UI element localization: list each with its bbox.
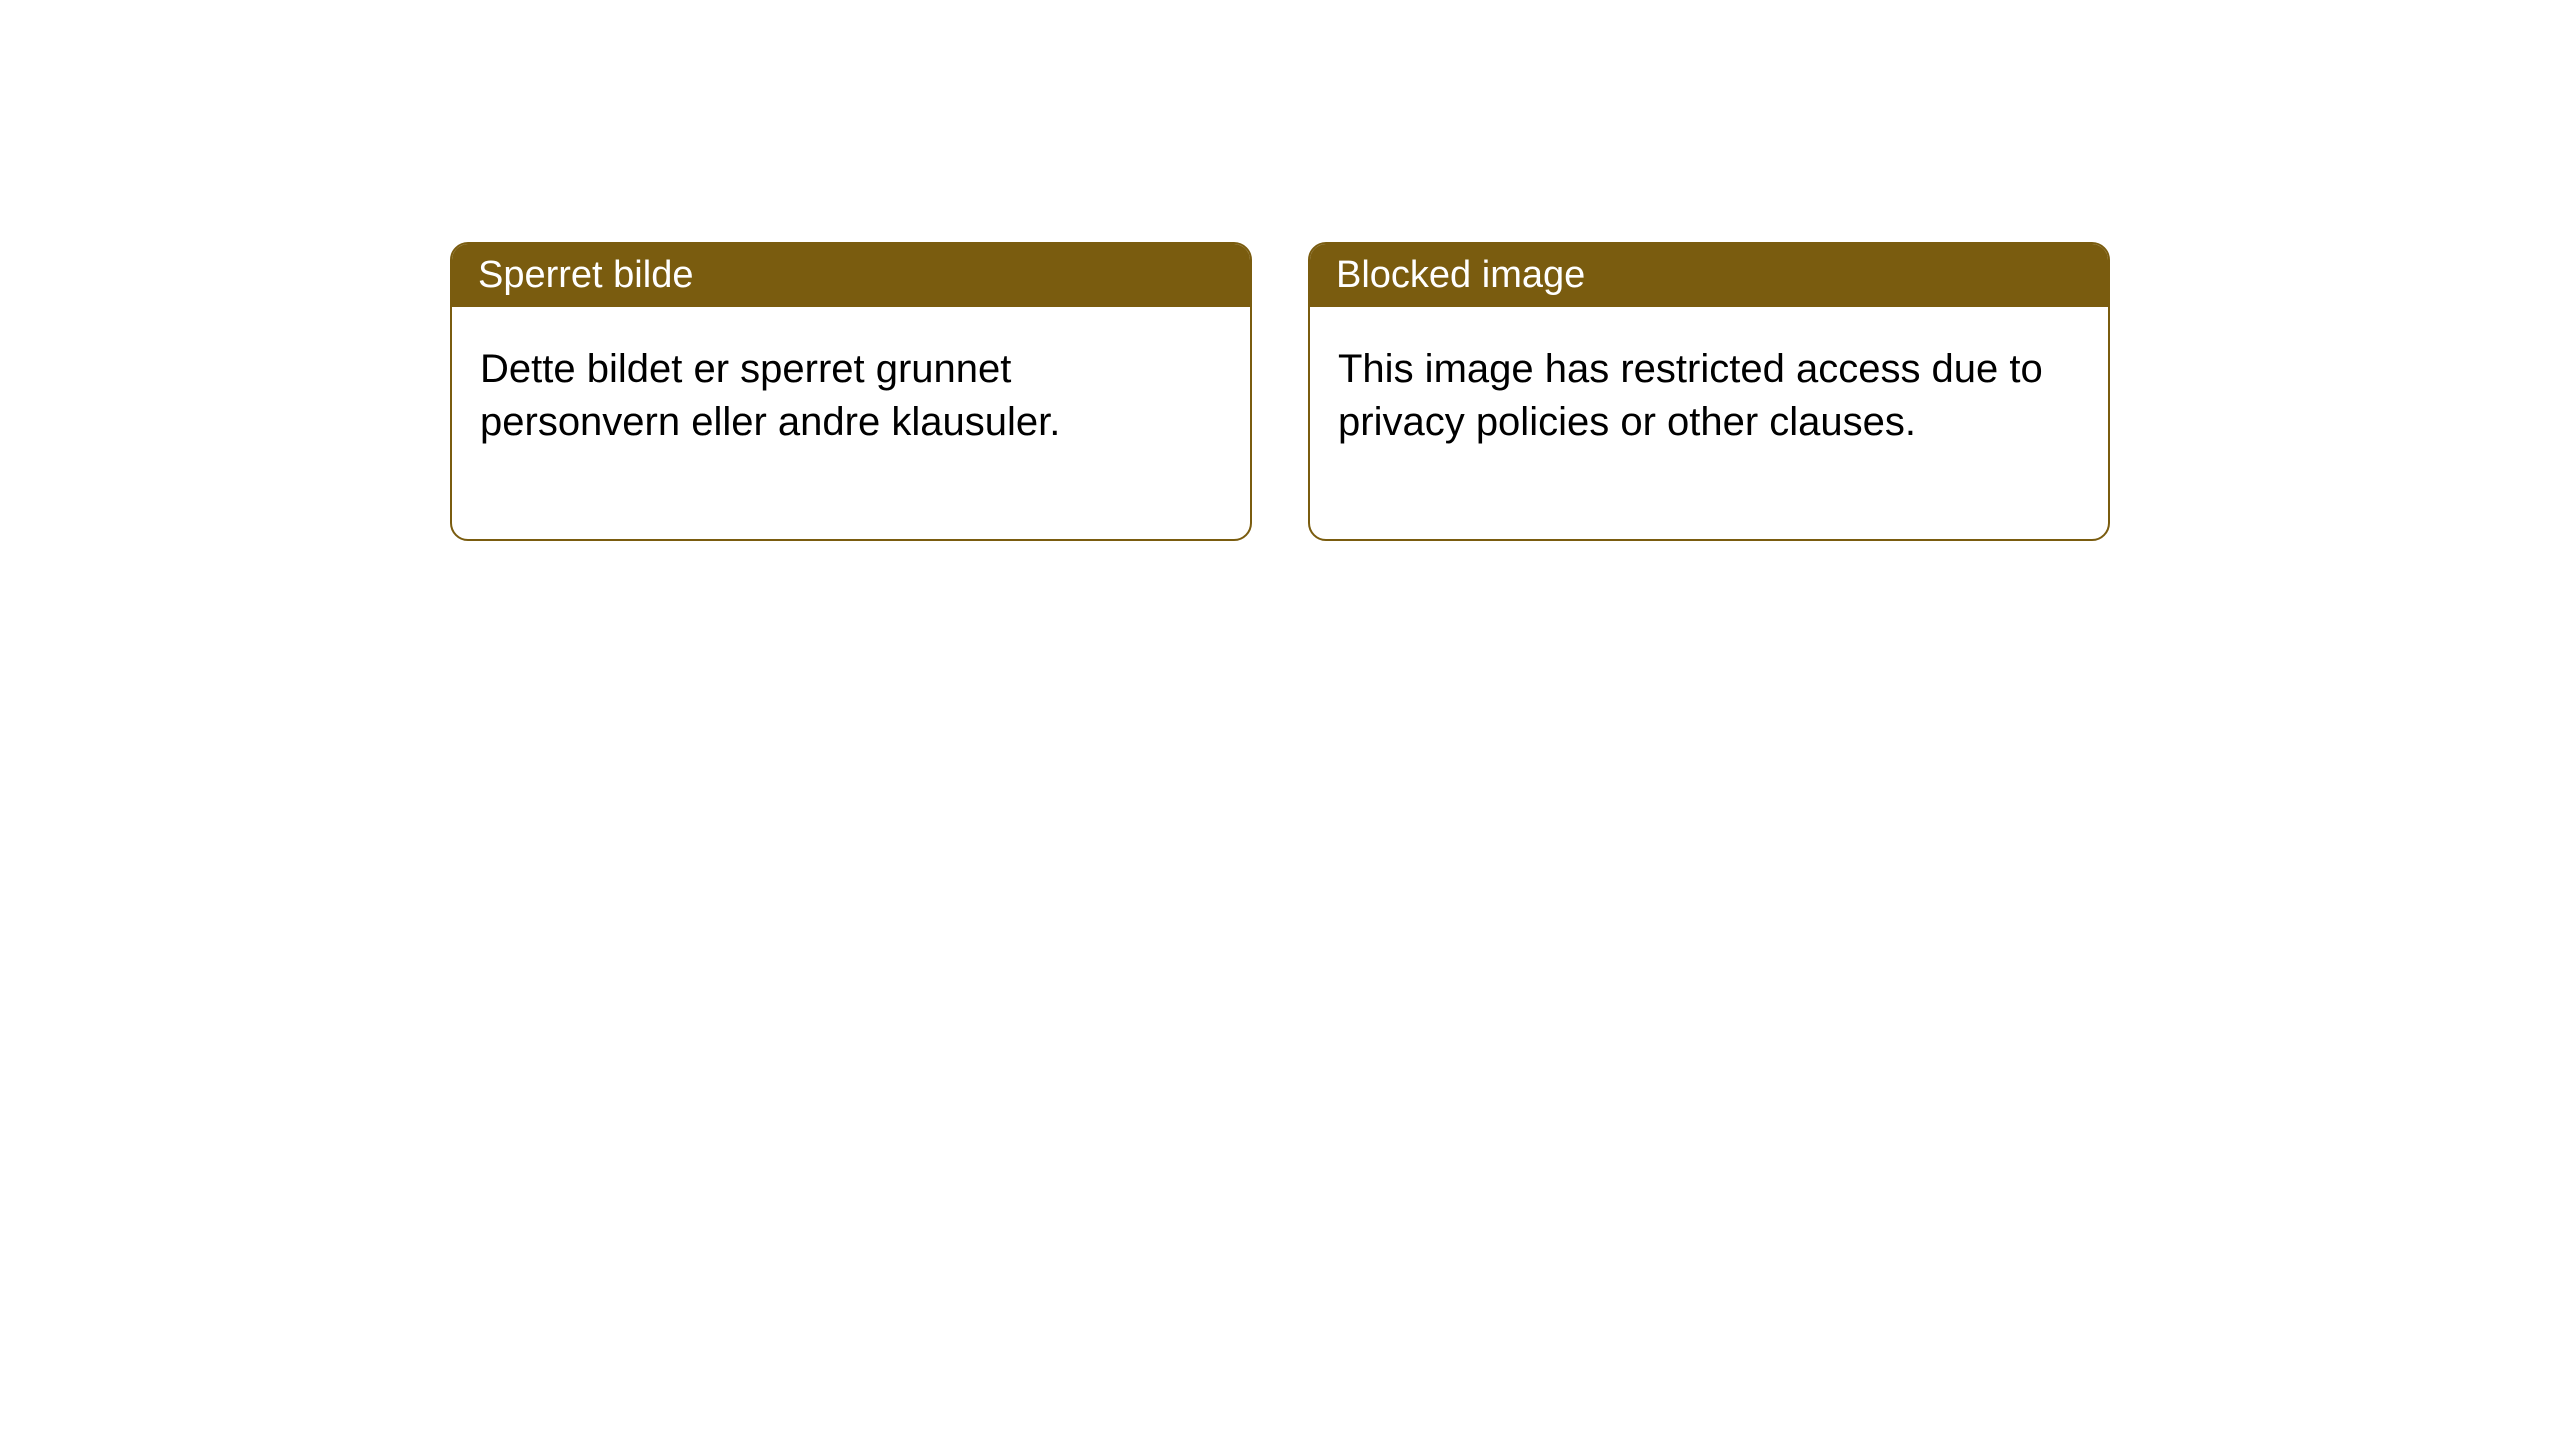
blocked-image-card-en: Blocked image This image has restricted … [1308, 242, 2110, 541]
card-body: Dette bildet er sperret grunnet personve… [452, 307, 1250, 539]
blocked-image-card-no: Sperret bilde Dette bildet er sperret gr… [450, 242, 1252, 541]
card-title: Blocked image [1310, 244, 2108, 307]
card-body: This image has restricted access due to … [1310, 307, 2108, 539]
card-title: Sperret bilde [452, 244, 1250, 307]
notice-cards-container: Sperret bilde Dette bildet er sperret gr… [0, 0, 2560, 541]
